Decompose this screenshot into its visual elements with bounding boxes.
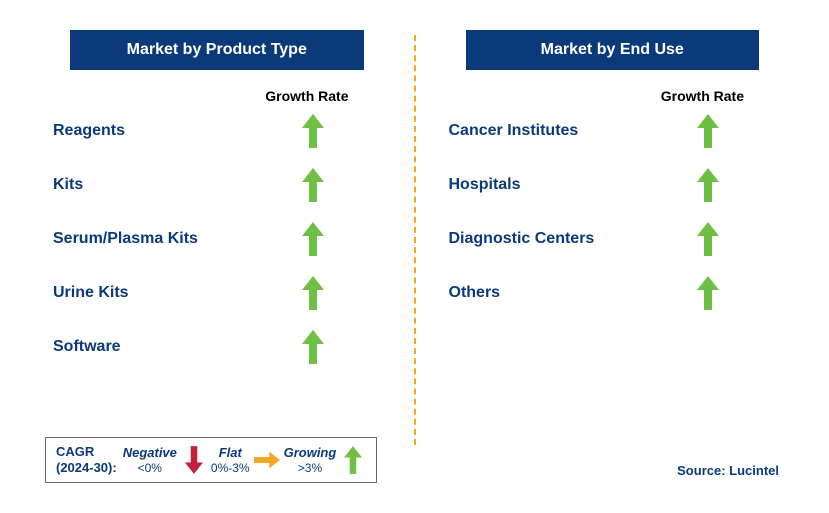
legend-cagr-label: CAGR (2024-30): xyxy=(56,444,117,477)
growth-arrow-up-icon xyxy=(697,114,719,148)
left-panel-title: Market by Product Type xyxy=(70,30,364,70)
growth-arrow-up-icon xyxy=(697,222,719,256)
category-row: Cancer Institutes xyxy=(441,114,785,148)
legend-item: Flat0%-3% xyxy=(211,445,250,475)
category-row: Serum/Plasma Kits xyxy=(45,222,389,256)
category-row: Reagents xyxy=(45,114,389,148)
legend-item-name: Growing xyxy=(284,445,337,460)
arrow-right-icon xyxy=(254,446,280,474)
left-rows: Reagents Kits Serum/Plasma Kits Urine Kits S… xyxy=(45,114,389,364)
category-label: Hospitals xyxy=(449,176,521,194)
category-label: Software xyxy=(53,338,121,356)
category-label: Urine Kits xyxy=(53,284,129,302)
growth-arrow-up-icon xyxy=(302,222,324,256)
infographic-container: Market by Product Type Growth Rate Reage… xyxy=(0,0,829,513)
legend-items: Negative<0% Flat0%-3% Growing>3% xyxy=(123,445,367,475)
category-row: Software xyxy=(45,330,389,364)
legend-item: Negative<0% xyxy=(123,445,177,475)
right-panel: Market by End Use Growth Rate Cancer Ins… xyxy=(416,30,810,493)
growth-arrow-up-icon xyxy=(302,168,324,202)
legend-box: CAGR (2024-30): Negative<0% Flat0%-3% Grow… xyxy=(45,437,377,484)
category-label: Others xyxy=(449,284,501,302)
right-rows: Cancer Institutes Hospitals Diagnostic Cen… xyxy=(441,114,785,310)
category-label: Cancer Institutes xyxy=(449,122,579,140)
category-row: Urine Kits xyxy=(45,276,389,310)
legend-item-range: >3% xyxy=(298,461,322,475)
category-row: Others xyxy=(441,276,785,310)
category-label: Reagents xyxy=(53,122,125,140)
right-panel-title: Market by End Use xyxy=(466,30,760,70)
legend-cagr-line1: CAGR xyxy=(56,444,117,460)
right-growth-rate-label: Growth Rate xyxy=(441,88,745,104)
growth-arrow-up-icon xyxy=(697,276,719,310)
category-row: Diagnostic Centers xyxy=(441,222,785,256)
source-label: Source: Lucintel xyxy=(677,463,779,478)
category-row: Kits xyxy=(45,168,389,202)
arrow-down-icon xyxy=(181,446,207,474)
growth-arrow-up-icon xyxy=(302,276,324,310)
growth-arrow-up-icon xyxy=(302,114,324,148)
growth-arrow-up-icon xyxy=(697,168,719,202)
category-label: Kits xyxy=(53,176,83,194)
legend-item-range: 0%-3% xyxy=(211,461,250,475)
legend-item-name: Negative xyxy=(123,445,177,460)
left-panel: Market by Product Type Growth Rate Reage… xyxy=(20,30,414,493)
category-row: Hospitals xyxy=(441,168,785,202)
legend-cagr-line2: (2024-30): xyxy=(56,460,117,476)
category-label: Diagnostic Centers xyxy=(449,230,595,248)
left-growth-rate-label: Growth Rate xyxy=(45,88,349,104)
category-label: Serum/Plasma Kits xyxy=(53,230,198,248)
legend-item: Growing>3% xyxy=(284,445,337,475)
legend-item-range: <0% xyxy=(138,461,162,475)
legend-item-name: Flat xyxy=(219,445,242,460)
growth-arrow-up-icon xyxy=(302,330,324,364)
arrow-up-icon xyxy=(340,446,366,474)
